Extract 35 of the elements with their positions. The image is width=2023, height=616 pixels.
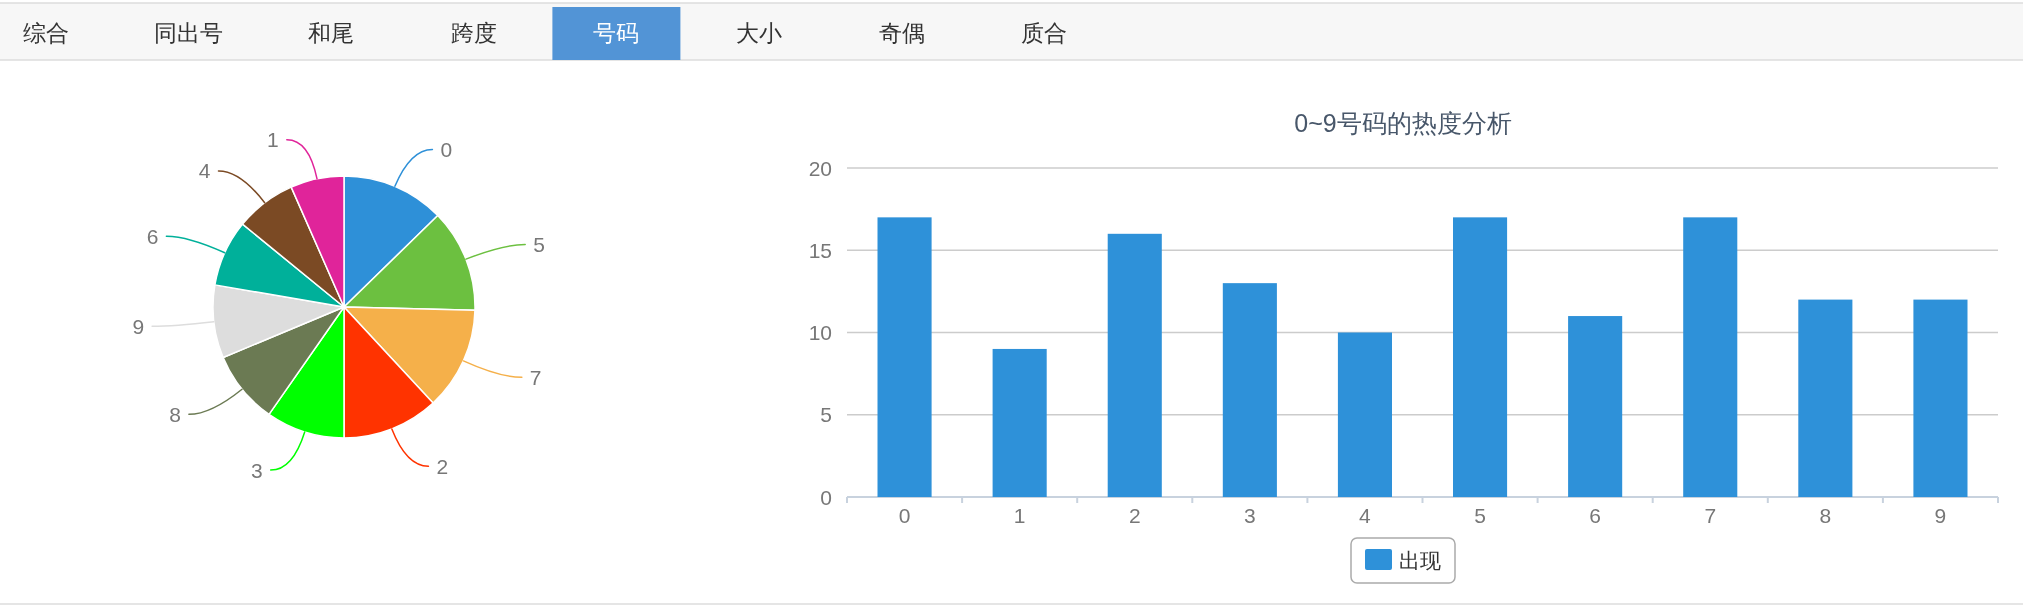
tab-label: 奇偶 — [878, 20, 925, 46]
x-tick-label: 1 — [1013, 503, 1026, 527]
slice-label: 8 — [169, 402, 181, 426]
y-tick-label: 5 — [820, 403, 832, 427]
tab-label: 质合 — [1021, 20, 1068, 46]
tab-label: 综合 — [23, 20, 69, 46]
y-tick-label: 0 — [820, 485, 832, 509]
slice-label: 7 — [529, 365, 542, 389]
tab-label: 号码 — [593, 20, 640, 46]
x-tick-label: 2 — [1128, 503, 1141, 527]
x-tick-label: 6 — [1589, 503, 1601, 527]
tab-label: 大小 — [736, 20, 782, 46]
tab-label: 同出号 — [154, 20, 224, 46]
slice-label: 4 — [198, 159, 211, 183]
slice-label: 0 — [440, 137, 453, 161]
slice-label: 1 — [267, 128, 279, 152]
y-tick-label: 10 — [808, 321, 832, 344]
slice-label: 5 — [533, 233, 545, 257]
slice-label: 9 — [132, 314, 145, 338]
slice-label: 2 — [436, 454, 449, 478]
x-tick-label: 3 — [1244, 503, 1256, 527]
x-tick-label: 7 — [1704, 503, 1717, 527]
y-tick-label: 15 — [808, 238, 832, 262]
x-tick-label: 8 — [1819, 503, 1832, 527]
tab-label: 跨度 — [450, 20, 497, 46]
x-tick-label: 4 — [1359, 503, 1371, 527]
chart-title: 0~9号码的热度分析 — [1294, 109, 1512, 137]
x-tick-label: 0 — [898, 503, 911, 527]
slice-label: 3 — [251, 458, 263, 482]
x-tick-label: 9 — [1934, 503, 1947, 527]
x-tick-label: 5 — [1474, 503, 1486, 527]
tab-label: 和尾 — [308, 20, 355, 46]
y-tick-label: 20 — [808, 156, 832, 180]
slice-label: 6 — [146, 224, 159, 248]
legend-label: 出现 — [1399, 548, 1441, 572]
